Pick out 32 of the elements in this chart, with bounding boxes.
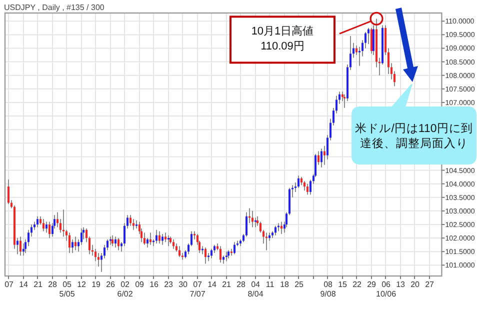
x-tick-label: 04 8/04 [248,280,264,298]
x-tick-label: 23 [164,280,174,289]
x-tick-label: 14 [208,280,218,289]
x-tick-label: 19 [92,280,102,289]
x-tick-label: 25 [294,280,304,289]
x-tick-label: 28 [48,280,58,289]
x-tick-label: 26 [106,280,116,289]
annotation: 米ドル/円は110円に到達後、調整局面入り [355,122,473,150]
chart-title: USDJPY , Daily , #135 / 300 [4,3,105,12]
x-tick-label: 15 [338,280,348,289]
x-tick-label: 02 6/02 [117,280,134,298]
x-tick-label: 07 7/07 [190,280,206,298]
x-tick-label: 18 [280,280,290,289]
x-tick-label: 12 [77,280,87,289]
x-tick-label: 07 [4,280,14,289]
annotation: 10月1日高値 110.09円 [251,24,314,53]
x-tick-label: 08 9/08 [320,280,336,298]
x-tick-label: 13 [396,280,406,289]
x-tick-label: 30 [178,280,188,289]
x-tick-label: 28 [236,280,246,289]
x-tick-label: 14 [19,280,29,289]
x-tick-label: 16 [150,280,160,289]
x-tick-label: 22 [352,280,362,289]
x-tick-label: 27 [425,280,435,289]
x-tick-label: 21 [34,280,44,289]
x-tick-label: 06 10/06 [376,280,397,298]
x-tick-label: 11 [266,280,275,289]
x-tick-label: 20 [410,280,420,289]
x-tick-label: 09 [135,280,145,289]
x-tick-label: 05 5/05 [59,280,76,298]
x-tick-label: 21 [222,280,232,289]
x-tick-label: 29 [367,280,377,289]
